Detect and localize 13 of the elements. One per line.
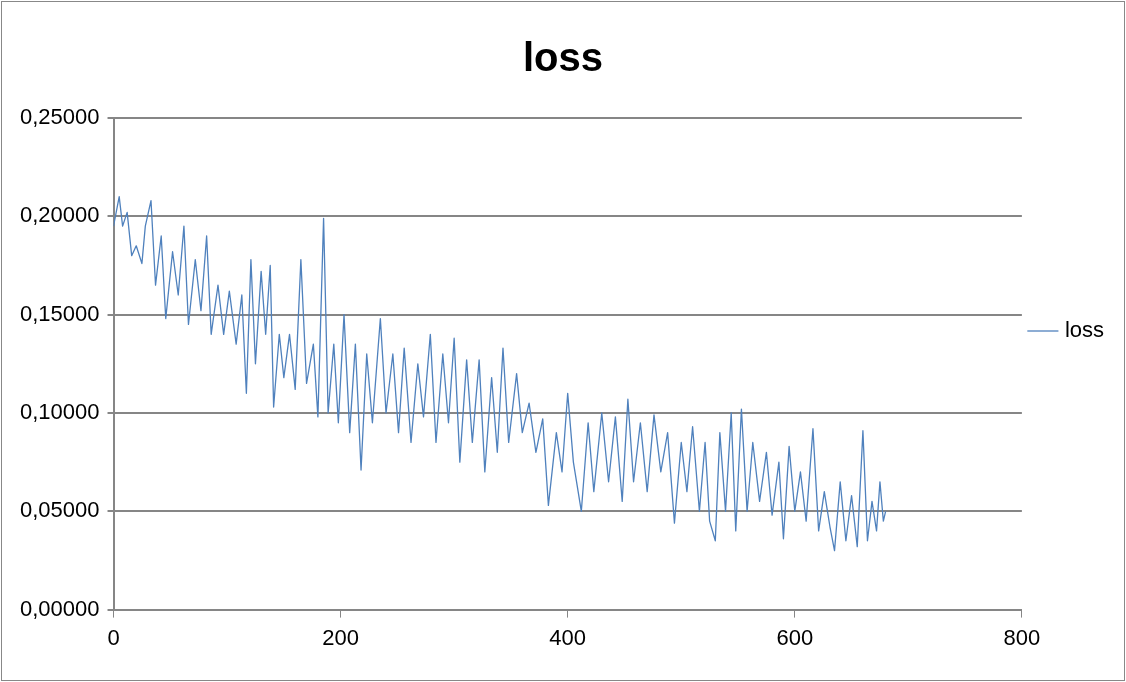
y-tick-label: 0,10000 (19, 399, 100, 425)
x-tick-label: 600 (776, 624, 814, 650)
x-tick-label: 400 (549, 624, 587, 650)
y-tick-label: 0,00000 (19, 595, 100, 621)
x-tick-label: 200 (322, 624, 359, 650)
y-tick-label: 0,05000 (19, 497, 100, 523)
y-tick-label: 0,20000 (19, 202, 100, 228)
chart-title: loss (522, 35, 604, 80)
legend-label: loss (1064, 317, 1104, 343)
y-tick-label: 0,15000 (19, 300, 100, 326)
x-tick-label: 800 (1003, 624, 1041, 650)
y-tick-label: 0,25000 (19, 104, 100, 130)
x-tick-label: 0 (107, 624, 120, 650)
